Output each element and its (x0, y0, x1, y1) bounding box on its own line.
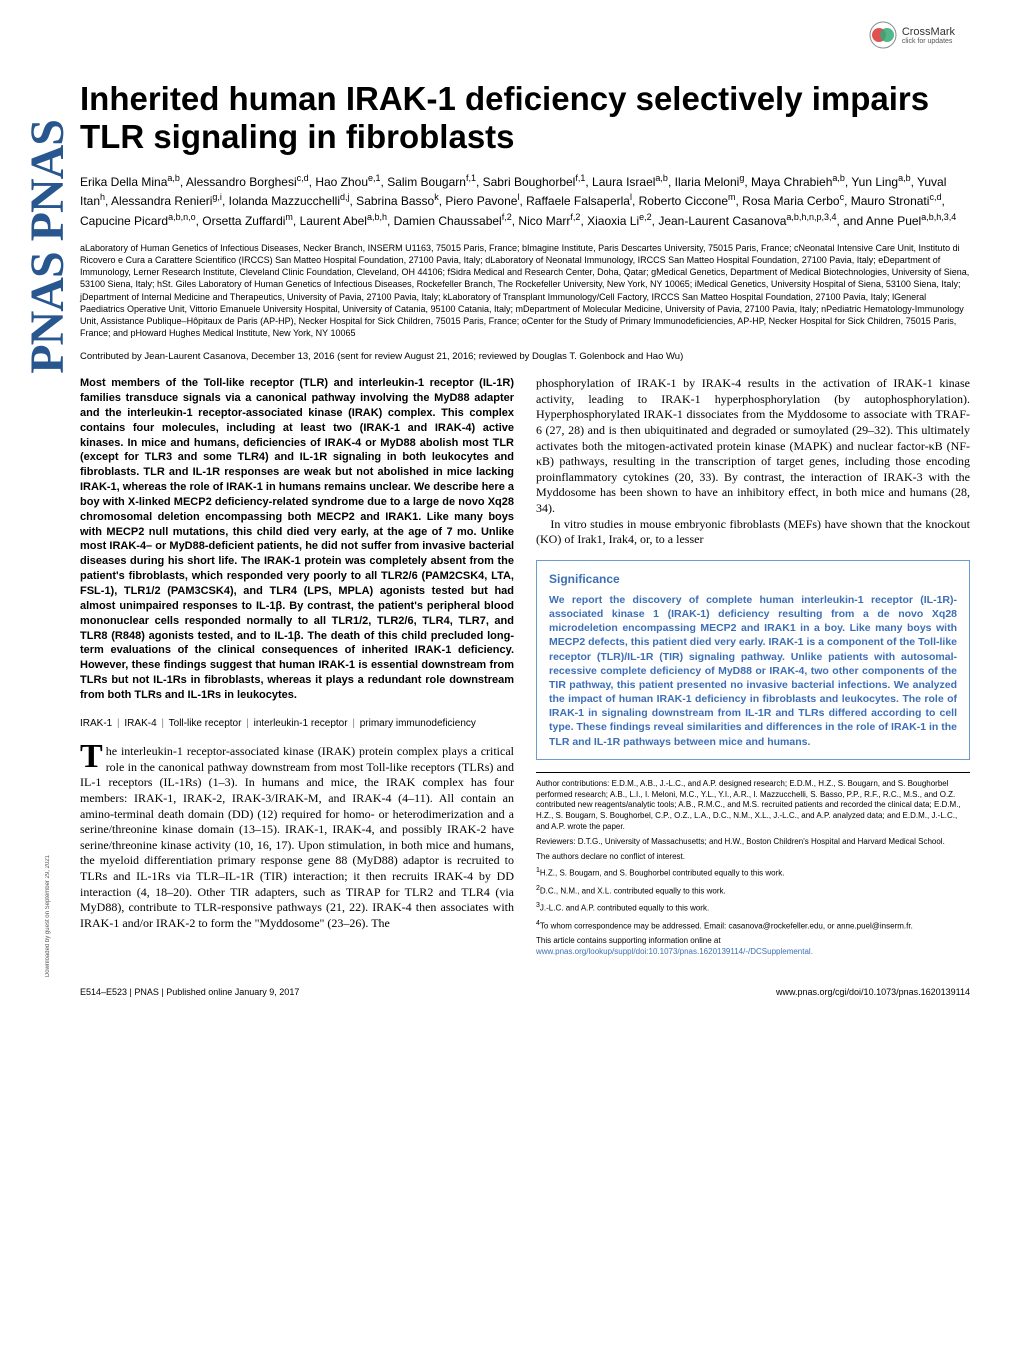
body-right-p1: phosphorylation of IRAK-1 by IRAK-4 resu… (536, 376, 970, 515)
body-text-right: phosphorylation of IRAK-1 by IRAK-4 resu… (536, 376, 970, 548)
body-right-p2: In vitro studies in mouse embryonic fibr… (536, 517, 970, 548)
significance-box: Significance We report the discovery of … (536, 560, 970, 760)
keywords: IRAK-1 | IRAK-4 | Toll-like receptor | i… (80, 717, 514, 731)
dropcap: T (80, 744, 106, 770)
crossmark-icon (868, 20, 898, 50)
supp-info: This article contains supporting informa… (536, 936, 970, 958)
body-left-content: he interleukin-1 receptor-associated kin… (80, 744, 514, 930)
conflict: The authors declare no conflict of inter… (536, 852, 970, 863)
footnote-1: 1H.Z., S. Bougarn, and S. Boughorbel con… (536, 866, 970, 879)
page-info: E514–E523 | PNAS | Published online Janu… (80, 987, 299, 997)
crossmark-sub: click for updates (902, 38, 955, 45)
doi-link[interactable]: www.pnas.org/cgi/doi/10.1073/pnas.162013… (776, 987, 970, 997)
download-tag: Downloaded by guest on September 29, 202… (45, 855, 51, 977)
significance-body: We report the discovery of complete huma… (549, 593, 957, 749)
significance-title: Significance (549, 571, 957, 587)
footnote-3: 3J.-L.C. and A.P. contributed equally to… (536, 901, 970, 914)
author-contributions: Author contributions: E.D.M., A.B., J.-L… (536, 779, 970, 833)
footnote-2: 2D.C., N.M., and X.L. contributed equall… (536, 884, 970, 897)
affiliations: aLaboratory of Human Genetics of Infecti… (80, 242, 970, 339)
pnas-logo-sidebar: PNAS PNAS (20, 120, 75, 374)
author-list: Erika Della Minaa,b, Alessandro Borghesi… (80, 172, 970, 230)
reviewers: Reviewers: D.T.G., University of Massach… (536, 837, 970, 848)
footnotes: Author contributions: E.D.M., A.B., J.-L… (536, 772, 970, 958)
supp-link[interactable]: www.pnas.org/lookup/suppl/doi:10.1073/pn… (536, 947, 813, 956)
body-text-left: The interleukin-1 receptor-associated ki… (80, 744, 514, 931)
contributed-line: Contributed by Jean-Laurent Casanova, De… (80, 351, 970, 362)
article-title: Inherited human IRAK-1 deficiency select… (80, 80, 970, 156)
footnote-4: 4To whom correspondence may be addressed… (536, 919, 970, 932)
bottom-bar: E514–E523 | PNAS | Published online Janu… (80, 981, 970, 997)
abstract: Most members of the Toll-like receptor (… (80, 376, 514, 703)
crossmark-label: CrossMark (902, 26, 955, 38)
crossmark-badge[interactable]: CrossMark click for updates (868, 20, 955, 50)
